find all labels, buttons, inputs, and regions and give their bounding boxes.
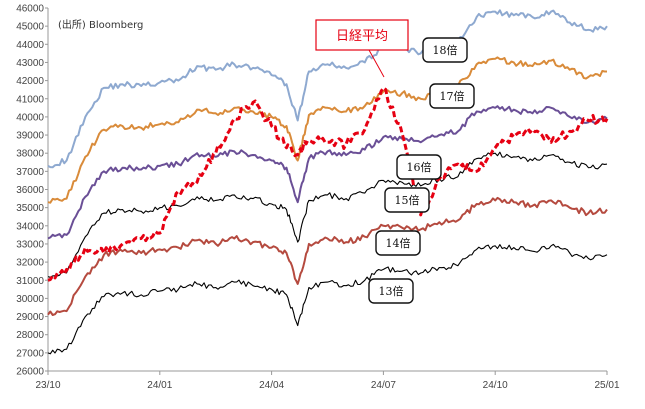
source-note: (出所) Bloomberg	[58, 18, 143, 31]
y-tick-label: 26000	[16, 367, 44, 378]
per-15x-line	[47, 151, 608, 278]
nikkei-line	[47, 86, 609, 282]
per-label-text: 15倍	[395, 193, 420, 207]
y-tick-label: 34000	[16, 221, 44, 232]
y-tick-label: 36000	[16, 185, 44, 196]
per-16x-line	[47, 105, 608, 240]
per-label-text: 14倍	[386, 236, 411, 250]
per-label-box: 17倍	[429, 83, 475, 109]
x-tick-label: 24/01	[147, 380, 172, 391]
y-tick-label: 39000	[16, 131, 44, 142]
y-tick-label: 32000	[16, 258, 44, 269]
y-tick-label: 29000	[16, 312, 44, 323]
y-tick-label: 33000	[16, 239, 44, 250]
y-tick-label: 27000	[16, 348, 44, 359]
per-label-box: 16倍	[396, 154, 442, 180]
nikkei-callout-label: 日経平均	[336, 29, 388, 44]
series-labels: 日経平均 18倍 17倍 16倍 15倍 14倍 13倍	[315, 19, 475, 304]
y-tick-label: 35000	[16, 203, 44, 214]
x-tick-label: 25/01	[594, 380, 619, 391]
series-lines	[47, 9, 609, 355]
nikkei-callout: 日経平均	[315, 19, 409, 78]
per-17x-line	[47, 56, 607, 204]
y-tick-label: 45000	[16, 22, 44, 33]
per-label-text: 17倍	[440, 89, 465, 103]
y-tick-label: 46000	[16, 4, 44, 15]
per-13x-line	[47, 243, 608, 355]
y-tick-label: 42000	[16, 76, 44, 87]
per-label-text: 13倍	[379, 284, 404, 298]
y-tick-label: 37000	[16, 167, 44, 178]
x-tick-label: 24/10	[483, 380, 508, 391]
per-14x-line	[47, 196, 608, 316]
y-tick-label: 41000	[16, 94, 44, 105]
y-tick-label: 43000	[16, 58, 44, 69]
y-tick-label: 28000	[16, 330, 44, 341]
axes: 26000 27000 28000 29000 30000 31000 32000 33000…	[16, 4, 620, 392]
per-label-box: 13倍	[368, 278, 414, 304]
per-label-box: 18倍	[422, 37, 468, 63]
per-label-text: 18倍	[433, 43, 458, 57]
y-tick-label: 44000	[16, 40, 44, 51]
x-tick-label: 24/07	[371, 380, 396, 391]
per-18x-line	[47, 9, 608, 169]
per-label-box: 15倍	[384, 187, 430, 213]
x-tick-label: 24/04	[259, 380, 284, 391]
y-tick-label: 31000	[16, 276, 44, 287]
y-tick-label: 40000	[16, 112, 44, 123]
y-tick-label: 30000	[16, 294, 44, 305]
per-label-box: 14倍	[375, 230, 421, 256]
per-label-text: 16倍	[407, 160, 432, 174]
y-tick-label: 38000	[16, 149, 44, 160]
x-tick-label: 23/10	[35, 380, 60, 391]
